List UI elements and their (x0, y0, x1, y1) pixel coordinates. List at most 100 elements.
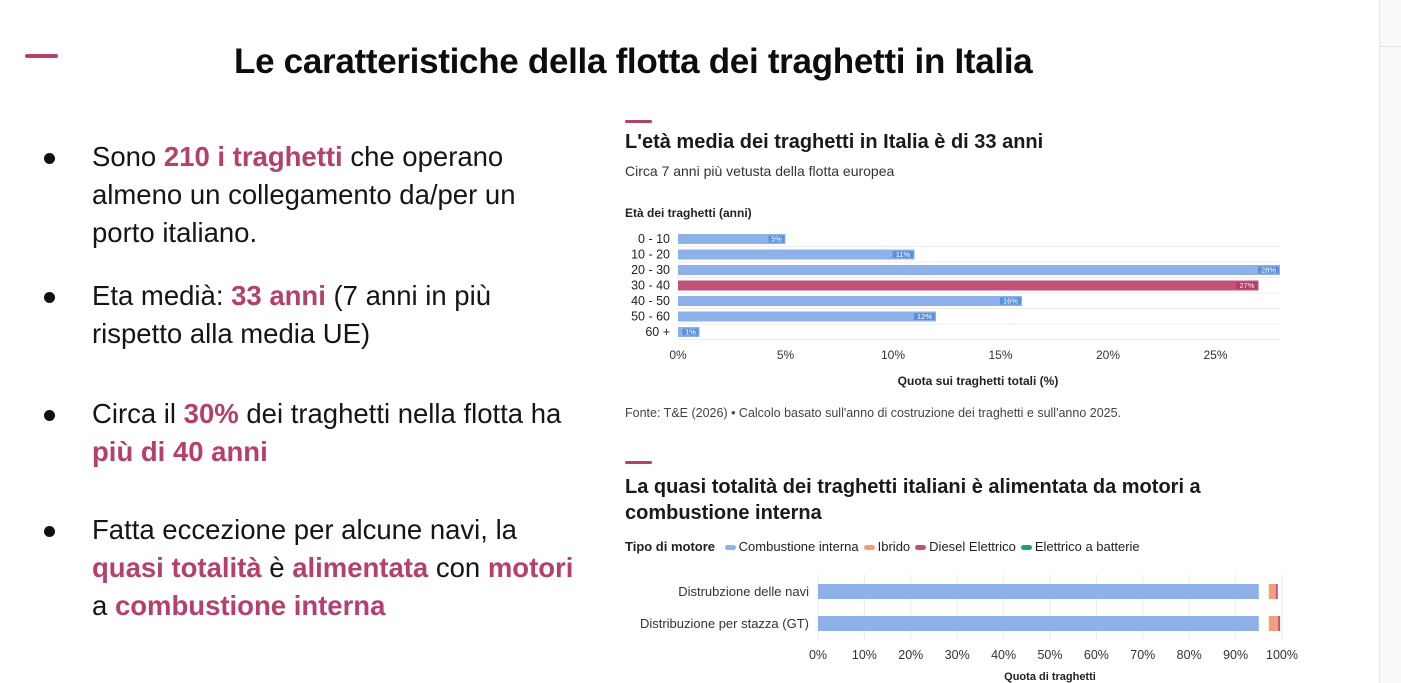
bar (678, 296, 1022, 306)
x-tick-label: 15% (988, 348, 1012, 362)
title-accent-dash (25, 54, 58, 58)
category-label: Distribuzione per stazza (GT) (640, 616, 809, 631)
category-label: 60 + (645, 325, 670, 339)
chart1-bar-chart: 0 - 10 5% 10 - 20 11% 20 - 30 28% 30 - 40 27% 40… (631, 232, 1280, 362)
x-tick-label: 80% (1177, 648, 1202, 662)
bullet-highlight-text: più di 40 anni (92, 436, 268, 467)
bar (678, 311, 936, 322)
bullet-text: Circa il (92, 398, 184, 429)
bullet-item: Sono 210 i traghetti che operano almeno … (40, 138, 580, 252)
stacked-bar-segment (1268, 616, 1279, 631)
data-label-background (682, 328, 699, 336)
data-label-background (1258, 266, 1279, 274)
category-label: 20 - 30 (631, 263, 670, 277)
x-tick-label: 0% (669, 348, 687, 362)
x-tick-label: 20% (898, 648, 923, 662)
bar (678, 265, 1280, 275)
chart1-x-axis-label: Quota sui traghetti totali (%) (897, 374, 1059, 388)
category-label: 0 - 10 (638, 232, 670, 246)
x-tick-label: 60% (1084, 648, 1109, 662)
bullet-text: a (92, 590, 115, 621)
x-tick-label: 100% (1266, 648, 1298, 662)
data-label-background (914, 313, 935, 320)
bullet-text: che operano almeno un collegamento da/pe… (92, 141, 516, 248)
legend-swatch (915, 545, 927, 551)
x-tick-label: 25% (1203, 348, 1227, 362)
bullet-highlight-text: combustione interna (114, 590, 386, 621)
x-tick-label: 30% (945, 648, 970, 662)
bullet-highlight-text: 210 i traghetti (163, 141, 343, 172)
chart1-source-note: Fonte: T&E (2026) • Calcolo basato sull'… (625, 406, 1122, 420)
stacked-bar-segment (818, 616, 1259, 631)
bullet-text: è (261, 552, 293, 583)
chart1-subtitle: Circa 7 anni più vetusta della flotta eu… (625, 163, 895, 179)
data-label: 28% (1261, 266, 1276, 275)
stacked-bar-segment (1275, 584, 1278, 599)
data-label: 11% (896, 250, 911, 259)
bullet-dot (44, 526, 55, 537)
bullet-text: Sono (92, 141, 164, 172)
category-label: Distrubzione delle navi (678, 584, 809, 599)
x-tick-label: 90% (1223, 648, 1248, 662)
bullet-text: (7 anni in più rispetto alla media UE) (92, 280, 491, 349)
bullet-dot (44, 153, 55, 164)
chart2-x-axis-label: Quota di traghetti (1004, 671, 1096, 683)
data-label: 1% (685, 328, 696, 337)
data-label-background (1000, 297, 1021, 305)
chart2-stacked-bar-chart: Distrubzione delle navi Distribuzione per… (640, 574, 1298, 662)
data-label-background (1236, 282, 1258, 289)
bullet-text: Fatta eccezione per alcune navi, la (92, 514, 517, 545)
legend-item: Combustione interna (724, 539, 859, 554)
chart2-accent-dash (625, 461, 652, 464)
chart1-y-axis-label: Età dei traghetti (anni) (625, 206, 752, 220)
chart1-title: L'età media dei traghetti in Italia è di… (625, 131, 1044, 153)
bullet-highlight-text: alimentata (292, 552, 429, 583)
bullet-text: con (428, 552, 488, 583)
x-tick-label: 5% (777, 348, 795, 362)
legend-swatch (1020, 545, 1032, 551)
category-label: 30 - 40 (631, 279, 670, 293)
bar (678, 234, 786, 244)
bullet-highlight-text: 33 anni (231, 280, 326, 311)
x-tick-label: 50% (1037, 648, 1062, 662)
legend-label: Elettrico a batterie (1034, 539, 1140, 554)
bullet-dot (44, 292, 55, 303)
stacked-bar-segment (1278, 616, 1281, 631)
bullet-highlight-text: quasi totalità (92, 552, 262, 583)
x-tick-label: 40% (991, 648, 1016, 662)
bullet-item: Fatta eccezione per alcune navi, la quas… (40, 511, 580, 625)
bullet-text: Eta medià: (92, 280, 232, 311)
x-tick-label: 10% (881, 348, 905, 362)
legend-swatch (724, 545, 736, 551)
data-label: 16% (1003, 297, 1018, 306)
legend-item: Ibrido (863, 539, 911, 554)
bullet-item: Eta medià: 33 anni (7 anni in più rispet… (40, 277, 580, 353)
data-label-background (768, 235, 785, 243)
data-label: 5% (771, 235, 782, 244)
bullet-highlight-text: motori (487, 552, 574, 583)
category-label: 40 - 50 (631, 294, 670, 308)
bullet-item: Circa il 30% dei traghetti nella flotta … (40, 395, 580, 471)
legend-label: Combustione interna (738, 539, 859, 554)
legend-item: Elettrico a batterie (1020, 539, 1140, 554)
chart2-legend: Tipo di motore Combustione interna Ibrido… (625, 539, 1145, 554)
stacked-bar-segment (818, 584, 1259, 599)
chart1-accent-dash (625, 120, 652, 123)
legend-title: Tipo di motore (625, 539, 716, 554)
bar (678, 280, 1259, 291)
bar (678, 249, 915, 260)
x-tick-label: 20% (1096, 348, 1120, 362)
slide-title: Le caratteristiche della flotta dei trag… (234, 42, 1033, 81)
data-label: 27% (1239, 281, 1254, 290)
stacked-bar-segment (1268, 584, 1276, 599)
legend-label: Ibrido (877, 539, 911, 554)
bullet-highlight-text: 30% (183, 398, 239, 429)
legend-item: Diesel Elettrico (915, 539, 1016, 554)
category-label: 50 - 60 (631, 310, 670, 324)
data-label: 12% (917, 312, 932, 321)
data-label-background (892, 251, 914, 258)
chart2-title: La quasi totalità dei traghetti italiani… (625, 476, 1201, 524)
x-tick-label: 10% (852, 648, 877, 662)
category-label: 10 - 20 (631, 248, 670, 262)
bullet-list: Sono 210 i traghetti che operano almeno … (40, 138, 580, 625)
